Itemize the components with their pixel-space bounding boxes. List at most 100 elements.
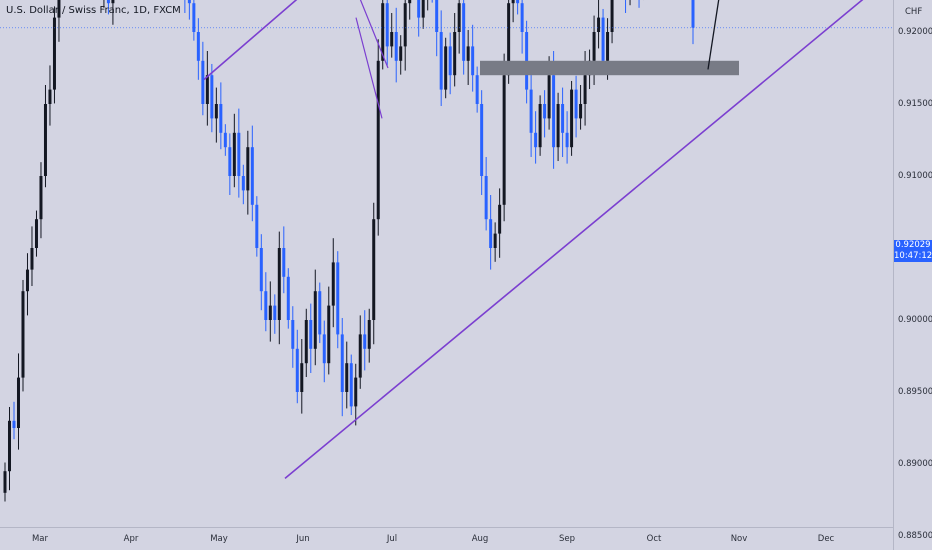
candle-body — [241, 176, 245, 191]
time-tick-label: Apr — [123, 534, 139, 544]
drawings-layer — [0, 0, 893, 480]
bar-countdown: 10:47:12 — [894, 251, 932, 261]
candle-body — [480, 104, 484, 176]
candle-body — [354, 377, 358, 407]
flag-line-top — [359, 0, 389, 69]
candle-body — [273, 305, 277, 320]
candle-body — [394, 32, 398, 61]
time-tick-label: Jun — [296, 534, 310, 544]
time-tick-label: Nov — [730, 534, 748, 544]
time-axis-divider — [0, 527, 893, 528]
candle-body — [372, 219, 376, 320]
candle-body — [304, 320, 308, 364]
candle-body — [691, 0, 695, 28]
candle-body — [358, 334, 362, 378]
price-tick-label: 0.91500 — [898, 99, 932, 109]
candle-body — [417, 0, 421, 18]
candle-body — [34, 219, 38, 248]
candle-body — [232, 132, 236, 176]
candle-body — [489, 219, 493, 248]
time-tick-label: Dec — [817, 534, 835, 544]
candle-body — [376, 60, 380, 220]
candle-body — [201, 60, 205, 104]
candle-body — [30, 248, 34, 270]
candle-body — [309, 320, 313, 349]
candles-layer — [3, 0, 695, 502]
support-zone — [480, 60, 739, 76]
candle-body — [363, 334, 367, 349]
candle-body — [403, 3, 407, 47]
candle-body — [286, 276, 290, 320]
candle-body — [25, 269, 29, 292]
candle-body — [39, 176, 43, 220]
candle-body — [543, 104, 547, 119]
candle-body — [7, 420, 11, 472]
candle-body — [592, 32, 596, 61]
candle-body — [3, 471, 7, 493]
candle-body — [574, 89, 578, 119]
candle-body — [250, 147, 254, 205]
candle-body — [421, 0, 425, 18]
candle-body — [187, 0, 191, 4]
candle-body — [570, 89, 574, 148]
price-tick-label: 0.89000 — [898, 459, 932, 469]
candle-body — [106, 0, 110, 4]
candle-body — [498, 204, 502, 234]
candle-body — [223, 132, 227, 148]
candle-body — [340, 334, 344, 392]
time-tick-label: Jul — [386, 534, 398, 544]
candle-body — [205, 75, 209, 104]
last-price-tag: 0.92029 10:47:12 — [894, 240, 932, 262]
candle-body — [196, 32, 200, 61]
candle-body — [547, 75, 551, 119]
candle-body — [444, 46, 448, 90]
candle-body — [367, 320, 371, 349]
candle-body — [390, 32, 394, 47]
candle-body — [493, 233, 497, 248]
candle-body — [556, 104, 560, 148]
candle-body — [246, 147, 250, 191]
candle-body — [192, 3, 196, 32]
candle-body — [300, 363, 304, 392]
candle-body — [259, 248, 263, 292]
candle-body — [507, 3, 511, 76]
candle-body — [48, 89, 52, 104]
candle-body — [268, 305, 272, 320]
candle-body — [336, 262, 340, 335]
candle-body — [52, 17, 56, 90]
candle-body — [318, 291, 322, 335]
price-axis-divider — [893, 0, 894, 550]
candle-body — [210, 75, 214, 119]
candle-body — [552, 75, 556, 148]
candle-body — [579, 104, 583, 119]
projection-arrow — [707, 0, 720, 70]
candle-body — [214, 104, 218, 119]
candle-body — [327, 305, 331, 364]
candle-body — [264, 291, 268, 320]
candle-body — [453, 32, 457, 76]
candle-body — [457, 3, 461, 32]
chart-title: U.S. Dollar / Swiss Franc, 1D, FXCM — [6, 5, 181, 16]
candle-body — [448, 46, 452, 76]
candle-body — [475, 75, 479, 104]
flag-line-bottom — [355, 17, 383, 119]
candle-body — [345, 363, 349, 392]
candle-body — [313, 291, 317, 349]
time-tick-label: Mar — [31, 534, 49, 544]
candle-body — [331, 262, 335, 306]
candle-body — [255, 204, 259, 248]
candle-body — [538, 104, 542, 148]
candle-body — [529, 89, 533, 133]
candle-body — [466, 46, 470, 61]
last-price: 0.92029 — [895, 240, 931, 250]
price-tick-label: 0.88500 — [898, 531, 932, 541]
candle-body — [43, 104, 47, 176]
candle-body — [435, 0, 439, 33]
candle-body — [282, 248, 286, 277]
time-tick-label: Aug — [471, 534, 489, 544]
candle-body — [399, 46, 403, 61]
candle-body — [462, 3, 466, 61]
candle-body — [534, 132, 538, 148]
candle-body — [322, 334, 326, 364]
